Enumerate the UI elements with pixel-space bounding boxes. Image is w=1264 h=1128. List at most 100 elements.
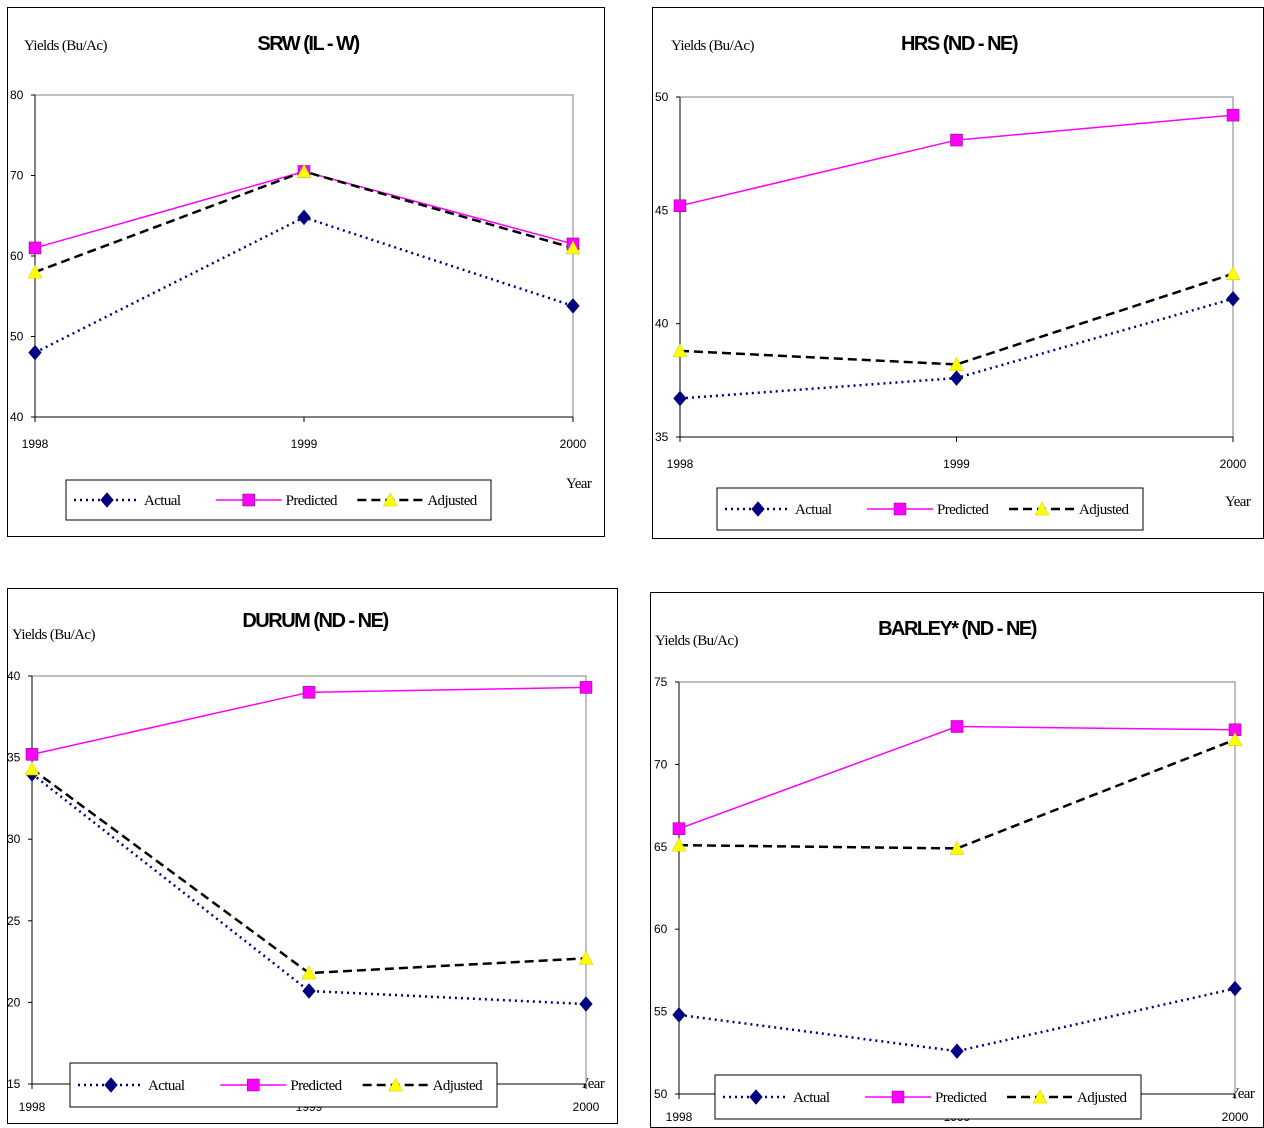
x-axis-label: Year: [1229, 1086, 1255, 1102]
legend-marker-adjusted: [1032, 1089, 1048, 1104]
chart-hrs: HRS (ND - NE) Yields (Bu/Ac) Year 35 40 45 50 1…: [652, 7, 1264, 539]
y-tick-label: 15: [8, 1077, 21, 1091]
x-tick-label: 1998: [667, 457, 694, 471]
legend-marker-adjusted: [1034, 501, 1050, 516]
data-point-adjusted: [301, 965, 317, 980]
x-tick-label: 1998: [666, 1110, 693, 1124]
chart-barley: BARLEY* (ND - NE) Yields (Bu/Ac) Year 50 55 6…: [650, 592, 1264, 1128]
legend-label-predicted: Predicted: [937, 502, 989, 518]
y-axis-label: Yields (Bu/Ac): [24, 38, 107, 54]
chart-durum: DURUM (ND - NE) Yields (Bu/Ac) Year 15 20 25 3…: [7, 588, 618, 1124]
plot-area: [34, 94, 574, 418]
data-point-predicted: [950, 133, 963, 147]
legend-marker-adjusted: [382, 492, 398, 507]
legend-label-adjusted: Adjusted: [433, 1078, 483, 1094]
x-tick-label: 2000: [1220, 457, 1247, 471]
data-point-predicted: [579, 681, 593, 694]
y-tick-label: 35: [8, 751, 21, 765]
legend-label-predicted: Predicted: [935, 1090, 987, 1106]
y-tick-label: 60: [654, 922, 668, 936]
data-point-actual: [579, 996, 593, 1012]
legend-label-actual: Actual: [148, 1078, 185, 1094]
legend-marker-actual: [749, 1089, 763, 1105]
y-tick-label: 50: [10, 330, 24, 344]
legend-marker-actual: [104, 1077, 118, 1093]
legend-marker-predicted: [891, 1090, 905, 1104]
legend-label-predicted: Predicted: [290, 1078, 342, 1094]
data-point-adjusted: [296, 163, 312, 178]
data-point-predicted: [25, 748, 39, 761]
data-point-adjusted: [671, 837, 687, 852]
y-tick-label: 40: [8, 669, 21, 683]
x-tick-label: 2000: [573, 1100, 600, 1114]
chart-srw: SRW (IL - W) Yields (Bu/Ac) Year 40 50 60 70 80…: [7, 7, 605, 537]
data-point-adjusted: [949, 840, 965, 855]
y-tick-label: 50: [655, 90, 669, 104]
legend-label-predicted: Predicted: [286, 493, 338, 509]
y-tick-label: 20: [8, 995, 21, 1009]
y-tick-label: 40: [655, 317, 669, 331]
y-tick-label: 60: [10, 249, 24, 263]
series-line-adjusted: [679, 272, 1234, 366]
data-point-predicted: [673, 199, 687, 213]
data-point-actual: [302, 983, 316, 999]
x-tick-label: 2000: [560, 437, 587, 451]
data-point-adjusted: [1227, 732, 1243, 746]
data-point-adjusted: [24, 761, 40, 776]
data-point-adjusted: [1225, 266, 1241, 281]
chart-title: SRW (IL - W): [257, 33, 359, 55]
data-point-actual: [566, 298, 580, 314]
x-tick-label: 1999: [943, 457, 970, 471]
data-point-actual: [1228, 980, 1242, 997]
data-point-actual: [28, 344, 42, 361]
y-axis-label: Yields (Bu/Ac): [655, 633, 738, 649]
plot-area: [679, 96, 1234, 438]
y-axis-label: Yields (Bu/Ac): [12, 627, 95, 643]
y-tick-label: 45: [655, 203, 669, 217]
data-point-actual: [1226, 290, 1240, 307]
x-tick-label: 1998: [19, 1100, 46, 1114]
data-point-actual: [297, 209, 311, 226]
x-tick-label: 1999: [291, 437, 318, 451]
chart-title: BARLEY* (ND - NE): [878, 618, 1037, 640]
y-tick-label: 25: [8, 914, 21, 928]
y-tick-label: 55: [654, 1005, 668, 1019]
y-tick-label: 30: [8, 832, 21, 846]
legend-marker-predicted: [247, 1078, 260, 1092]
legend-label-adjusted: Adjusted: [1079, 502, 1129, 518]
y-tick-label: 65: [654, 840, 668, 854]
chart-svg: SRW (IL - W) Yields (Bu/Ac) Year 40 50 60 70 80…: [10, 33, 592, 521]
data-point-predicted: [302, 686, 316, 699]
data-point-adjusted: [27, 264, 43, 279]
data-point-adjusted: [565, 240, 581, 255]
x-axis-label: Year: [566, 476, 592, 492]
data-point-predicted: [950, 720, 964, 733]
y-axis-label: Yields (Bu/Ac): [671, 38, 754, 54]
plot-area: [678, 681, 1236, 1095]
x-tick-label: 1998: [22, 437, 49, 451]
chart-svg: HRS (ND - NE) Yields (Bu/Ac) Year 35 40 45 50 1…: [655, 33, 1251, 531]
legend-label-actual: Actual: [793, 1090, 830, 1106]
data-point-actual: [949, 370, 964, 386]
chart-svg: BARLEY* (ND - NE) Yields (Bu/Ac) Year 50 55 6…: [654, 618, 1255, 1124]
legend-label-adjusted: Adjusted: [427, 493, 477, 509]
legend-label-actual: Actual: [795, 502, 832, 518]
data-point-predicted: [28, 241, 42, 255]
legend-marker-adjusted: [388, 1077, 404, 1092]
y-tick-label: 50: [654, 1087, 668, 1101]
data-point-adjusted: [672, 343, 688, 358]
data-point-adjusted: [949, 356, 964, 371]
y-tick-label: 80: [10, 88, 24, 102]
data-point-actual: [672, 1007, 686, 1023]
legend-marker-actual: [100, 492, 114, 508]
x-axis-label: Year: [1225, 494, 1251, 510]
series-line-adjusted: [678, 738, 1236, 850]
x-tick-label: 2000: [1222, 1110, 1249, 1124]
legend-label-actual: Actual: [144, 493, 181, 509]
data-point-actual: [950, 1043, 964, 1059]
y-tick-label: 35: [655, 430, 669, 444]
plot-area: [31, 675, 587, 1085]
y-tick-label: 75: [654, 675, 668, 689]
data-point-predicted: [1226, 108, 1240, 122]
y-tick-label: 70: [654, 757, 668, 771]
